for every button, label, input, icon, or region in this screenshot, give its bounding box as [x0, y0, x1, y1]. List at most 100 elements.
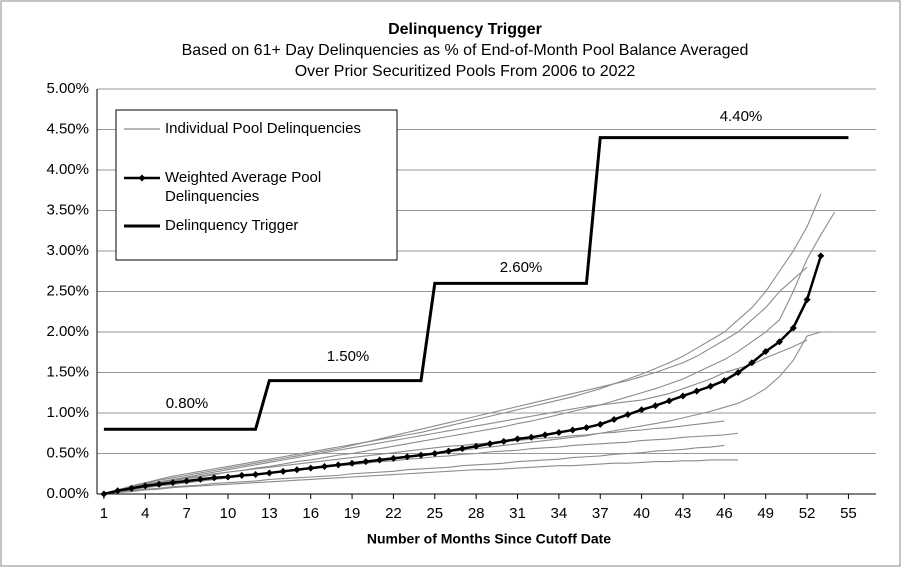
marker [514, 435, 522, 443]
x-axis-label: Number of Months Since Cutoff Date [367, 531, 611, 547]
x-tick-label: 46 [716, 505, 733, 522]
x-tick-label: 13 [261, 505, 278, 522]
y-tick-label: 0.50% [46, 444, 89, 461]
x-tick-label: 37 [592, 505, 609, 522]
marker [789, 324, 797, 332]
y-tick-label: 0.00% [46, 485, 89, 502]
marker [334, 461, 342, 469]
marker [417, 451, 425, 459]
marker [472, 442, 480, 450]
marker [141, 482, 149, 490]
y-tick-label: 2.00% [46, 323, 89, 340]
marker [803, 296, 811, 304]
marker [596, 420, 604, 428]
marker [224, 473, 232, 481]
annotation: 4.40% [720, 108, 763, 125]
marker [307, 464, 315, 472]
marker [293, 466, 301, 474]
legend-box [115, 109, 398, 261]
marker [555, 428, 563, 436]
annotation: 2.60% [500, 259, 543, 276]
y-tick-label: 5.00% [46, 80, 89, 97]
x-tick-label: 10 [220, 505, 237, 522]
y-tick-label: 3.50% [46, 201, 89, 218]
x-tick-label: 16 [302, 505, 319, 522]
pool-line [103, 339, 808, 495]
marker [693, 387, 701, 395]
legend-label-line: Delinquencies [165, 188, 259, 205]
marker [527, 433, 535, 441]
annotation: 1.50% [327, 348, 370, 365]
pool-line [103, 211, 836, 495]
marker [582, 424, 590, 432]
marker [734, 369, 742, 376]
marker [707, 382, 715, 390]
marker [210, 474, 218, 482]
marker [196, 475, 204, 483]
pool-line [103, 266, 808, 495]
marker [127, 484, 135, 492]
marker [762, 347, 770, 355]
marker [651, 402, 659, 410]
marker [169, 479, 177, 487]
pool-line [103, 194, 822, 495]
y-tick-label: 1.00% [46, 404, 89, 421]
x-tick-label: 49 [757, 505, 774, 522]
legend-label: Weighted Average Pool Delinquencies [165, 169, 321, 205]
marker [183, 477, 191, 485]
chart-title: Delinquency Trigger [388, 21, 542, 38]
annotation: 0.80% [166, 395, 209, 412]
marker [748, 359, 756, 367]
marker [376, 456, 384, 464]
chart-subtitle: Over Prior Securitized Pools From 2006 t… [295, 63, 636, 80]
x-tick-label: 25 [426, 505, 443, 522]
trigger-line [103, 136, 849, 431]
marker [458, 445, 466, 453]
y-tick-label: 3.00% [46, 242, 89, 259]
marker [541, 431, 549, 439]
marker [720, 377, 728, 385]
marker [348, 459, 356, 467]
pool-line [103, 420, 725, 495]
x-tick-label: 28 [468, 505, 485, 522]
marker [638, 406, 646, 414]
marker [389, 454, 397, 462]
marker [238, 471, 246, 479]
x-tick-label: 7 [182, 505, 190, 522]
x-tick-label: 43 [675, 505, 692, 522]
marker [279, 467, 287, 475]
marker [569, 426, 577, 434]
pool-line [103, 459, 739, 495]
pool-line [103, 444, 725, 495]
marker [775, 338, 783, 346]
marker [100, 490, 108, 498]
marker [679, 392, 687, 400]
marker [431, 450, 439, 457]
marker [500, 437, 508, 445]
legend-marker [138, 174, 146, 182]
marker [155, 480, 163, 488]
legend-label: Individual Pool Delinquencies [165, 120, 361, 137]
x-tick-label: 34 [551, 505, 568, 522]
x-tick-label: 31 [509, 505, 526, 522]
marker [486, 440, 494, 448]
marker [610, 415, 618, 423]
marker [624, 411, 632, 419]
marker [817, 252, 825, 260]
marker [403, 453, 411, 461]
marker [445, 447, 453, 455]
y-tick-label: 4.50% [46, 120, 89, 137]
y-tick-label: 4.00% [46, 161, 89, 178]
legend-label-line: Weighted Average Pool [165, 169, 321, 186]
marker [265, 469, 273, 477]
x-tick-label: 52 [799, 505, 816, 522]
marker [320, 462, 328, 470]
legend-label: Delinquency Trigger [165, 217, 298, 234]
marker [114, 487, 122, 495]
x-tick-label: 22 [385, 505, 402, 522]
x-tick-label: 19 [344, 505, 361, 522]
y-tick-label: 2.50% [46, 282, 89, 299]
chart-subtitle: Based on 61+ Day Delinquencies as % of E… [182, 42, 749, 59]
y-tick-label: 1.50% [46, 363, 89, 380]
